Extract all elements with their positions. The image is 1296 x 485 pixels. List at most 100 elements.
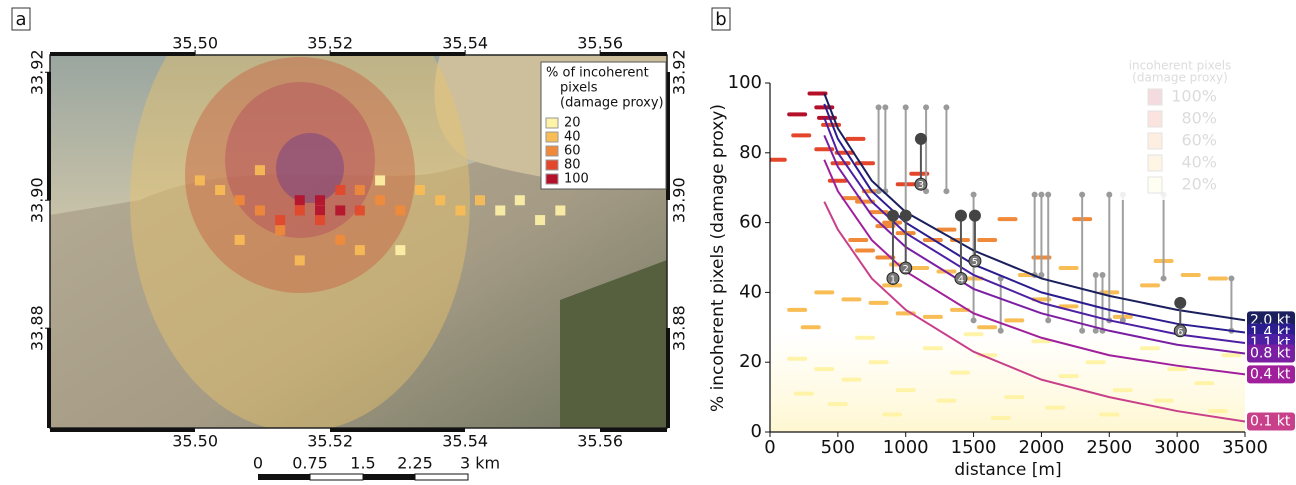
damage-bar: [997, 217, 1018, 222]
legend-box: [1118, 60, 1243, 200]
stem-bottom: [923, 188, 930, 195]
curve-label: 0.8 kt: [1250, 345, 1291, 361]
damage-pixel: [315, 205, 326, 216]
damage-bar: [1140, 346, 1160, 351]
damage-pixel: [335, 234, 346, 245]
axis-line: [769, 83, 1245, 433]
stem-top: [1099, 271, 1106, 278]
damage-pixel: [254, 205, 265, 216]
fit-curve: [823, 201, 1245, 423]
event-estimated: [886, 271, 900, 285]
legend-swatch: [545, 117, 559, 129]
y-axis-label: % incoherent pixels (damage proxy): [708, 104, 728, 412]
damage-bar: [770, 157, 787, 162]
damage-pixel: [335, 184, 346, 195]
x-tick-label: 35.54: [442, 34, 488, 53]
damage-pixel: [354, 184, 365, 195]
scale-label: 3 km: [460, 454, 500, 473]
stem-top: [1106, 191, 1113, 198]
stem-top: [882, 104, 889, 111]
damage-bar: [922, 314, 943, 319]
damage-pixel: [435, 195, 446, 206]
damage-bar: [793, 391, 814, 396]
damage-pixel: [354, 205, 365, 216]
damage-bar: [1207, 409, 1228, 414]
stem-bottom: [1092, 327, 1099, 334]
damage-bar: [817, 115, 837, 120]
y-tick-label: 33.90: [28, 177, 47, 223]
stem-bottom: [1038, 271, 1045, 278]
x-tick-label: 3000: [1154, 437, 1200, 458]
damage-pixel: [234, 195, 245, 206]
stem-top: [923, 104, 930, 111]
x-tick-label: 35.50: [172, 34, 218, 53]
damage-bar: [1180, 272, 1201, 277]
x-tick-label: 2000: [1019, 437, 1065, 458]
event-observed: [914, 132, 927, 145]
damage-bar: [845, 136, 866, 141]
damage-pixel: [535, 215, 546, 226]
stem-bottom: [970, 317, 977, 324]
y-tick-label: 20: [739, 351, 762, 372]
damage-bar: [800, 325, 821, 330]
damage-bar: [1140, 283, 1160, 288]
panel-label: a: [15, 9, 26, 30]
curve-label: 0.1 kt: [1250, 414, 1291, 430]
damage-bar: [990, 416, 1011, 421]
curve-label-box: [1247, 365, 1295, 384]
y-tick-label: 60: [739, 212, 762, 233]
stem-bottom: [1160, 275, 1167, 282]
damage-bar: [1004, 318, 1025, 323]
damage-bar: [830, 161, 851, 166]
x-tick-label: 35.50: [172, 432, 218, 451]
event-label: 3: [918, 180, 924, 191]
event-observed: [954, 209, 967, 222]
scale-label: 2.25: [397, 454, 433, 473]
y-tick-label: 100: [728, 72, 762, 93]
panel-label-box: [11, 7, 31, 31]
damage-pixel: [275, 215, 286, 226]
damage-bar: [1221, 353, 1242, 358]
damage-pixel: [215, 184, 226, 195]
damage-pixel: [354, 245, 365, 256]
damage-bar: [977, 238, 998, 243]
scale-label: 0: [253, 454, 263, 473]
event-estimated: [899, 261, 913, 275]
damage-pixel: [455, 205, 466, 216]
damage-bar: [807, 91, 828, 96]
damage-bar: [841, 297, 862, 302]
legend-title: (damage proxy): [560, 96, 664, 111]
damage-bar: [922, 346, 943, 351]
fit-curve: [823, 134, 1245, 355]
stem-bottom: [997, 327, 1004, 334]
event-label: 4: [958, 274, 964, 285]
stem-top: [970, 191, 977, 198]
event-observed: [968, 209, 981, 222]
damage-pixel: [275, 225, 286, 236]
x-tick-label: 35.56: [577, 432, 623, 451]
x-tick-label: 35.52: [307, 432, 353, 451]
stem-top: [1079, 191, 1086, 198]
legend-label: 100: [564, 172, 589, 187]
legend-swatch: [545, 173, 559, 185]
damage-bar: [827, 402, 848, 407]
damage-pixel: [194, 175, 205, 186]
y-tick-label: 33.88: [28, 305, 47, 351]
y-tick-label: 80: [739, 142, 762, 163]
damage-bar: [848, 238, 869, 243]
stem-top: [1038, 191, 1045, 198]
legend-title: pixels: [560, 81, 598, 96]
damage-pixel: [315, 215, 326, 226]
damage-pixel: [514, 195, 525, 206]
damage-bar: [1031, 339, 1052, 344]
damage-bar: [1045, 405, 1065, 410]
stem-top: [875, 104, 882, 111]
damage-bar: [814, 290, 835, 295]
x-tick-label: 1000: [883, 437, 929, 458]
y-tick-label: 33.92: [28, 49, 47, 95]
event-label: 1: [890, 274, 896, 285]
legend-label: 20: [564, 116, 581, 131]
damage-bar: [787, 356, 808, 361]
stem-top: [1031, 191, 1038, 198]
damage-bar: [1167, 367, 1188, 372]
